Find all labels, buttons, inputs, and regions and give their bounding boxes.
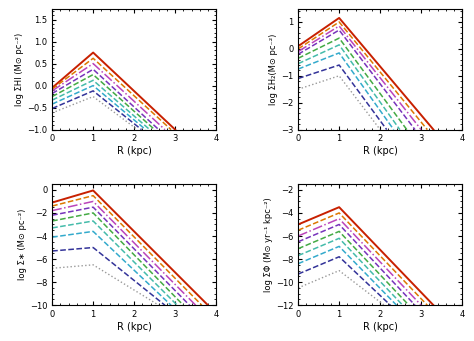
- X-axis label: R (kpc): R (kpc): [117, 322, 152, 332]
- Y-axis label: log ΣΦ (M⊙ yr⁻¹ kpc⁻²): log ΣΦ (M⊙ yr⁻¹ kpc⁻²): [264, 197, 273, 292]
- X-axis label: R (kpc): R (kpc): [363, 146, 398, 156]
- Y-axis label: log ΣH₂(M⊙ pc⁻²): log ΣH₂(M⊙ pc⁻²): [269, 33, 278, 105]
- X-axis label: R (kpc): R (kpc): [117, 146, 152, 156]
- Y-axis label: log Σ∗ (M⊙ pc⁻²): log Σ∗ (M⊙ pc⁻²): [18, 209, 27, 280]
- Y-axis label: log ΣHI (M⊙ pc⁻²): log ΣHI (M⊙ pc⁻²): [15, 32, 24, 106]
- X-axis label: R (kpc): R (kpc): [363, 322, 398, 332]
